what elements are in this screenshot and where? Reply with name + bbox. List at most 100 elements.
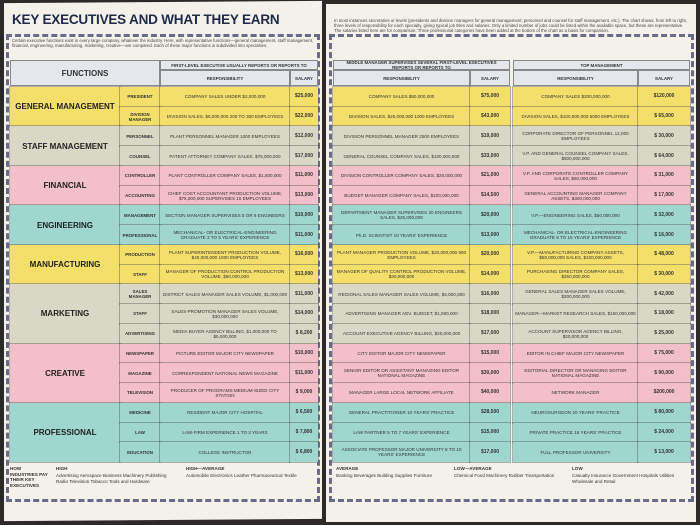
specialty: DIVISION MANAGER [119,105,161,128]
salary: $120,000 [637,86,691,108]
salary: $11,000 [289,283,319,306]
left-border [6,34,320,502]
specialty: MEDICINE [119,401,161,424]
salary: $ 80,000 [637,401,691,424]
function-label: FINANCIAL [9,164,121,207]
specialty: NEWSPAPER [119,342,161,365]
specialty: ACCOUNTING [119,184,161,207]
specialty: PROFESSIONAL [119,224,161,246]
salary: $ 65,000 [637,105,691,128]
column-header: SALARY [290,70,318,86]
responsibility: GENERAL PRACTITIONER 10 YEARS' PRACTICE [332,401,471,424]
salary: $ 90,000 [637,362,691,385]
salary: $11,000 [289,164,319,187]
responsibility: COMPANY SALES $200,000,000 [512,86,639,108]
responsibility: MECHANICAL- OR ELECTRICAL-ENGINEERING GR… [512,224,639,246]
responsibility: PRODUCER OF PROGRAMS MEDIUM-SIZED CITY S… [159,382,291,404]
responsibility: CITY EDITOR MAJOR CITY NEWSPAPER [332,342,471,365]
responsibility: REGIONAL SALES MANAGER SALES VOLUME, $4,… [332,283,471,306]
responsibility: MANAGER—MARKET RESEARCH SALES, $150,000,… [512,303,639,325]
responsibility: BUDGET MANAGER COMPANY SALES, $100,000,0… [332,184,471,207]
salary: $75,000 [469,86,511,108]
salary: $21,000 [469,164,511,187]
column-header: RESPONSIBILITY [333,70,470,86]
salary: $13,000 [289,184,319,207]
responsibility: ACCOUNT EXECUTIVE AGENCY BILLING, $20,00… [332,322,471,345]
responsibility: LAW-FIRM EXPERIENCE 1 TO 3 YEARS [159,421,291,444]
function-label: CREATIVE [9,342,121,404]
salary: $40,000 [469,382,511,404]
function-label: GENERAL MANAGEMENT [9,85,121,128]
industry-level: HIGH [56,466,68,471]
responsibility: MEDIA BUYER AGENCY BILLING, $1,000,000 T… [159,322,291,345]
salary: $17,000 [469,322,511,345]
salary: $10,000 [289,204,319,227]
responsibility: DISTRICT SALES MANAGER SALES VOLUME, $1,… [159,283,291,306]
responsibility: DIVISION CONTROLLER COMPANY SALES, $20,0… [332,164,471,187]
industry-list: Advertising Aerospace Business Machinery… [56,473,167,484]
salary: $30,000 [469,362,511,385]
industry-list: Banking Beverages Building Supplies Furn… [336,473,433,478]
responsibility: SALES-PROMOTION MANAGER SALES VOLUME, $3… [159,303,291,325]
specialty: PRODUCTION [119,243,161,266]
responsibility: PLANT CONTROLLER COMPANY SALES, $1,500,0… [159,164,291,187]
salary: $20,000 [469,243,511,266]
responsibility: COMPANY SALES $50,000,000 [332,86,471,108]
responsibility: DIVISION SALES, $5,000,000 200 TO 300 EM… [159,105,291,128]
column-header: SALARY [470,70,510,86]
salary: $14,000 [469,263,511,286]
intro-right: In most instances secretaries or levels … [334,18,687,33]
salary: $12,000 [289,125,319,148]
specialty: MANAGEMENT [119,204,161,227]
salary: $ 7,800 [289,421,319,444]
salary: $10,000 [289,342,319,365]
specialty: LAW [119,421,161,444]
industry-list: Automobile Electronics Leather Pharmaceu… [186,473,297,478]
salary: $ 48,000 [637,243,691,266]
function-label: STAFF MANAGEMENT [9,125,121,167]
salary: $11,000 [289,224,319,246]
column-header: SALARY [638,70,690,86]
specialty: COUNSEL [119,145,161,167]
salary: $ 25,000 [637,322,691,345]
responsibility: PRIVATE PRACTICE 15 YEARS' PRACTICE [512,421,639,444]
salary: $11,000 [289,362,319,385]
responsibility: GENERAL COUNSEL COMPANY SALES, $100,000,… [332,145,471,167]
responsibility: CORPORATE DIRECTOR OF PERSONNEL 12,000 E… [512,125,639,148]
salary: $ 32,000 [637,204,691,227]
responsibility: NETWORK MANAGER [512,382,639,404]
salary: $17,000 [469,441,511,463]
salary: $ 13,000 [637,441,691,463]
footer-label: HOW INDUSTRIES PAY THEIR KEY EXECUTIVES [10,466,48,488]
salary: $ 64,000 [637,145,691,167]
salary: $ 8,200 [289,322,319,345]
responsibility: ASSOCIATE PROFESSOR MAJOR UNIVERSITY 8 T… [332,441,471,463]
function-label: MARKETING [9,283,121,345]
salary: $ 9,000 [289,382,319,404]
salary: $16,000 [469,283,511,306]
responsibility: DIVISION SALES, $100,000,000 5000 EMPLOY… [512,105,639,128]
specialty: EDUCATION [119,441,161,463]
salary: $ 16,000 [637,224,691,246]
salary: $33,000 [469,145,511,167]
salary: $13,000 [469,224,511,246]
salary: $ 75,000 [637,342,691,365]
responsibility: V.P. AND CORPORATE CONTROLLER COMPANY SA… [512,164,639,187]
responsibility: ACCOUNT SUPERVISOR AGENCY BILLING, $20,0… [512,322,639,345]
industry-level: LOW [572,466,583,471]
responsibility: CORRESPONDENT NATIONAL NEWS MAGAZINE [159,362,291,385]
industry-level: AVERAGE [336,466,359,471]
responsibility: PICTURE EDITOR MAJOR CITY NEWSPAPER [159,342,291,365]
salary: $22,000 [289,105,319,128]
salary: $ 6,800 [289,441,319,463]
specialty: STAFF [119,303,161,325]
salary: $ 24,000 [637,421,691,444]
responsibility: DIVISION SALES, $25,000,000 1000 EMPLOYE… [332,105,471,128]
column-header: FIRST-LEVEL EXECUTIVE USUALLY REPORTS OR… [160,60,318,70]
responsibility: PATENT ATTORNEY COMPANY SALES, $75,000,0… [159,145,291,167]
specialty: MAGAZINE [119,362,161,385]
column-header: RESPONSIBILITY [160,70,290,86]
function-label: ENGINEERING [9,204,121,246]
salary: $15,000 [469,421,511,444]
